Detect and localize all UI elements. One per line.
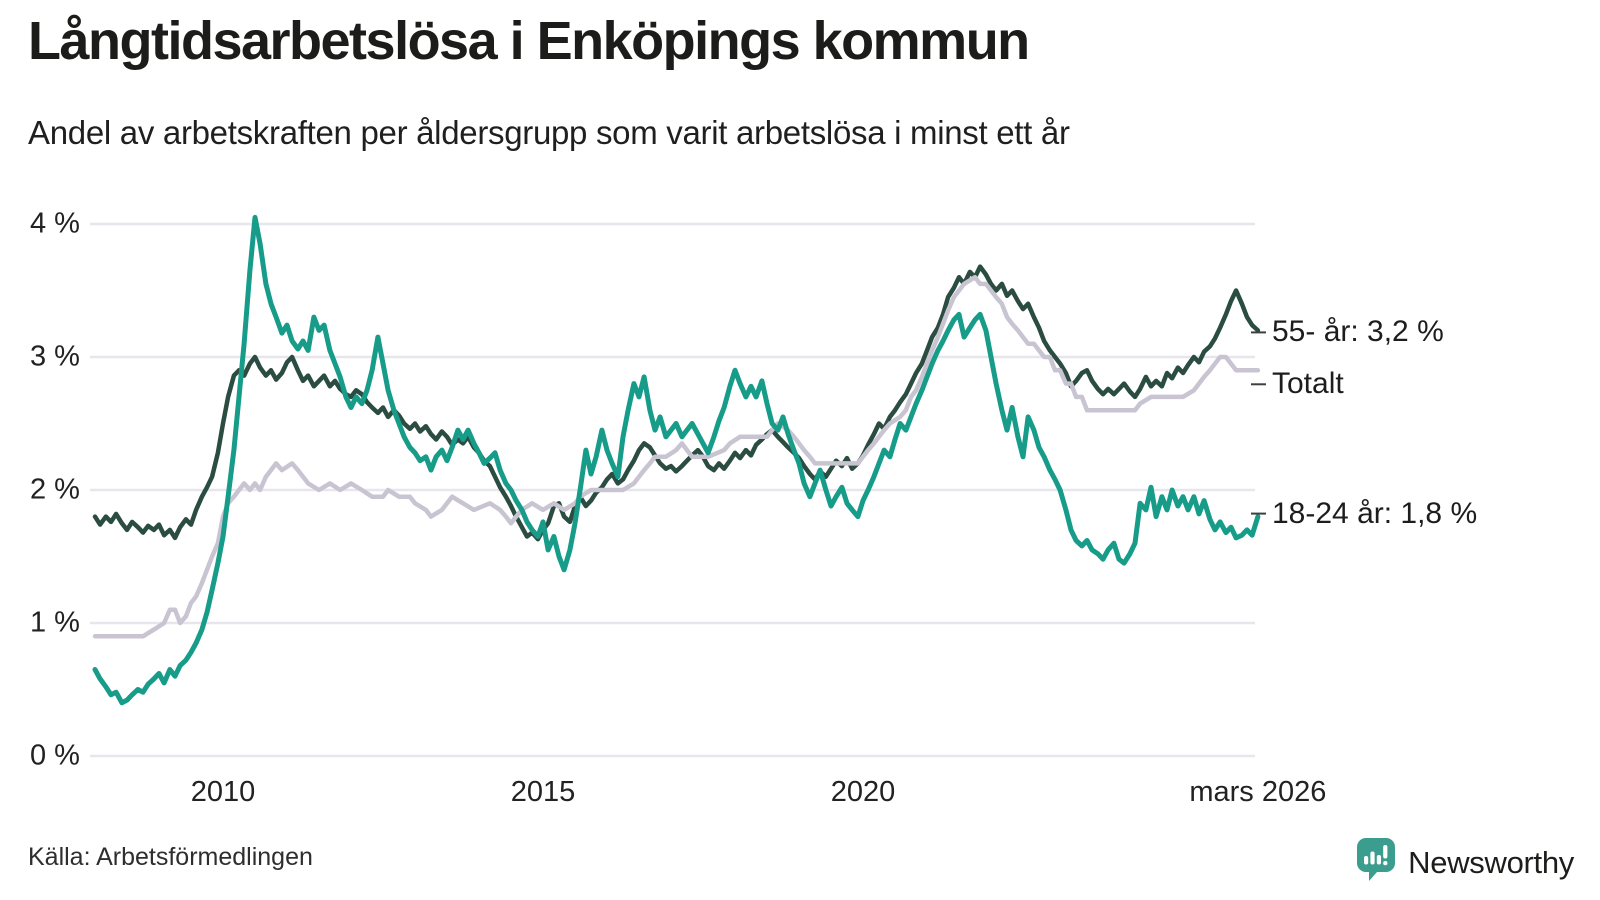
y-axis-tick-label: 0 % [30,739,80,772]
x-axis-tick-label: 2020 [830,776,896,808]
series-end-label-totalt: Totalt [1272,367,1344,401]
newsworthy-wordmark: Newsworthy [1408,844,1574,880]
chart-subtitle: Andel av arbetskraften per åldersgrupp s… [28,114,1070,151]
newsworthy-logo: Newsworthy [1354,836,1574,889]
page-title: Långtidsarbetslösa i Enköpings kommun [28,11,1030,71]
y-axis-tick-label: 3 % [30,340,80,373]
newsworthy-speech-bubble-chart-icon [1354,836,1398,889]
y-axis-tick-label: 1 % [30,606,80,639]
source-attribution: Källa: Arbetsförmedlingen [28,843,313,871]
y-axis-tick-label: 4 % [30,207,80,240]
x-axis-tick-label: 2010 [190,776,256,808]
y-axis-tick-label: 2 % [30,473,80,506]
series-end-label-18-24: 18-24 år: 1,8 % [1272,496,1478,530]
x-axis-tick-label: 2015 [510,776,576,808]
series-end-label-55: 55- år: 3,2 % [1272,315,1444,349]
x-axis-tick-label: mars 2026 [1189,776,1327,808]
